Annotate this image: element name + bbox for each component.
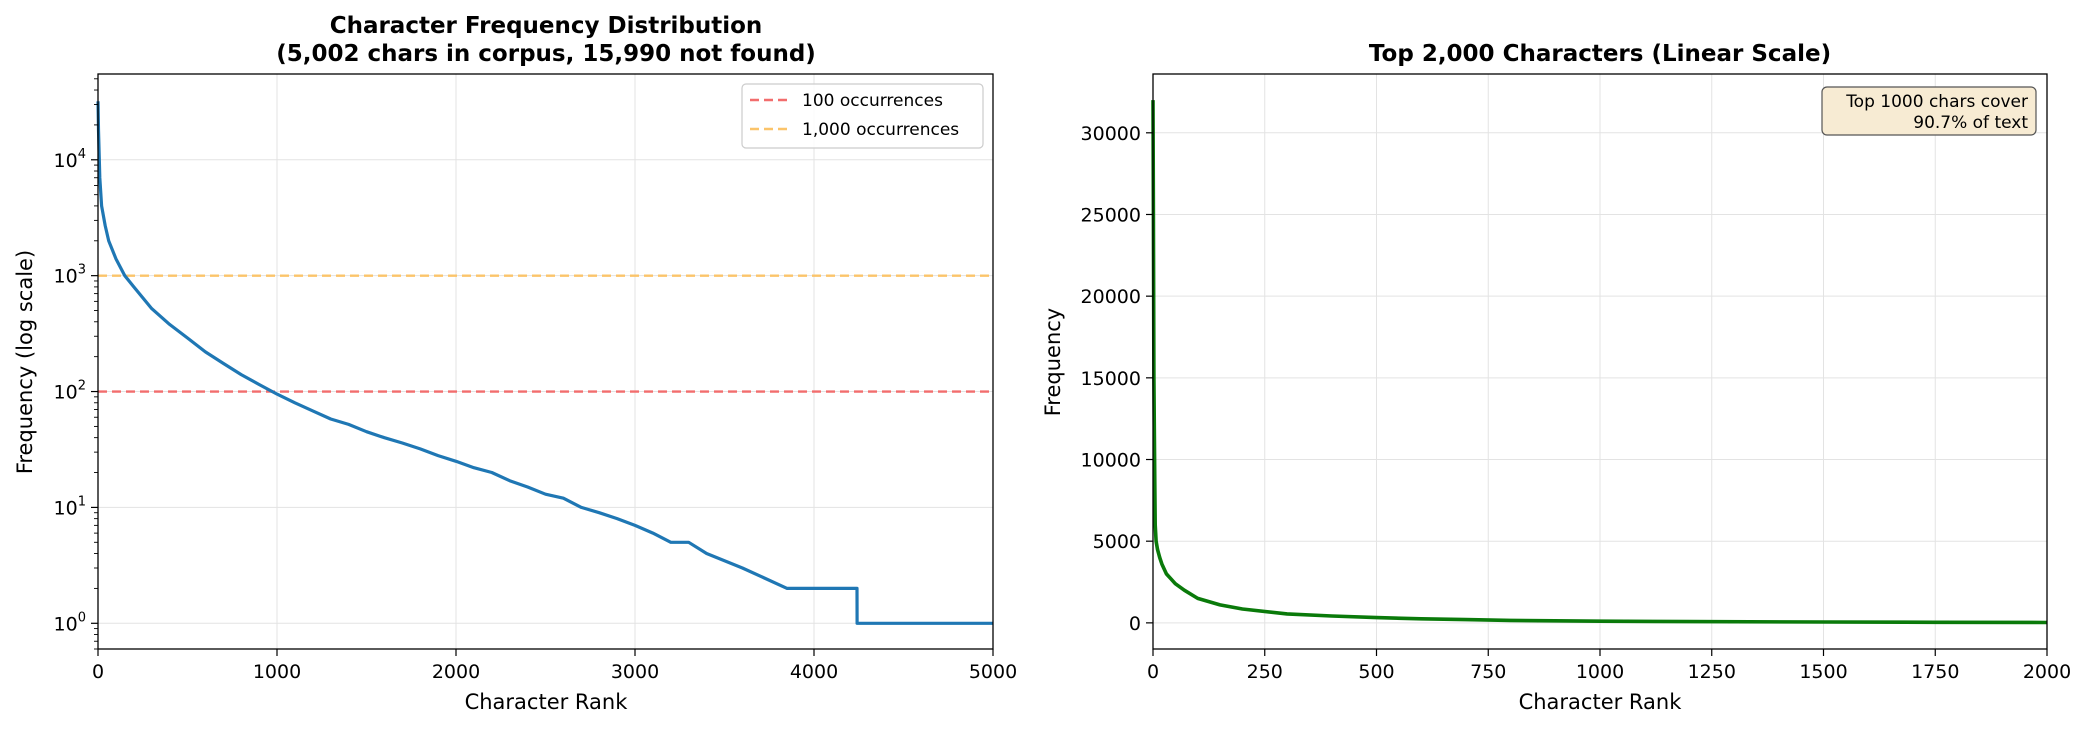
- right-y-tick-label: 30000: [1081, 123, 1141, 145]
- right-y-ticks: 0 5000 10000 15000 20000 25000 30000: [1081, 123, 1153, 635]
- right-series: [1151, 100, 2048, 625]
- right-y-tick-label: 5000: [1093, 531, 1141, 553]
- right-x-tick-label: 250: [1247, 661, 1283, 683]
- right-x-tick-label: 500: [1358, 661, 1394, 683]
- right-x-tick-label: 1750: [1911, 661, 1959, 683]
- left-chart-panel: Character Frequency Distribution (5,002 …: [13, 13, 1017, 714]
- annotation-line-2: 90.7% of text: [1913, 113, 2028, 133]
- right-x-tick-label: 1000: [1576, 661, 1624, 683]
- left-y-tick-label: 101: [54, 494, 86, 519]
- left-y-tick-label: 104: [54, 147, 86, 172]
- left-y-tick-label: 103: [54, 263, 86, 288]
- left-reference-lines: [98, 274, 993, 393]
- right-x-axis-label: Character Rank: [1519, 690, 1683, 714]
- left-y-axis-label: Frequency (log scale): [13, 250, 37, 474]
- legend-box: [741, 83, 984, 149]
- left-x-tick-label: 5000: [969, 661, 1017, 683]
- right-y-tick-label: 20000: [1081, 286, 1141, 308]
- right-x-tick-label: 1500: [1799, 661, 1847, 683]
- right-y-tick-label: 15000: [1081, 368, 1141, 390]
- left-x-tick-label: 4000: [790, 661, 838, 683]
- right-y-tick-label: 25000: [1081, 204, 1141, 226]
- left-x-tick-label: 2000: [432, 661, 480, 683]
- left-chart-title-line1: Character Frequency Distribution: [330, 13, 763, 39]
- left-x-tick-label: 3000: [611, 661, 659, 683]
- right-y-tick-label: 0: [1129, 613, 1141, 635]
- annotation-line-1: Top 1000 chars cover: [1845, 92, 2028, 112]
- left-x-tick-label: 1000: [253, 661, 301, 683]
- left-series-line: [96, 101, 993, 625]
- left-y-tick-label: 102: [54, 379, 86, 404]
- legend: 100 occurrences 1,000 occurrences: [741, 83, 984, 149]
- left-x-axis-label: Character Rank: [465, 690, 629, 714]
- left-series: [96, 101, 993, 625]
- right-x-tick-label: 2000: [2023, 661, 2071, 683]
- left-grid: [97, 74, 994, 649]
- left-x-tick-label: 0: [92, 661, 104, 683]
- legend-label-1000: 1,000 occurrences: [802, 120, 959, 140]
- left-chart-title-line2: (5,002 chars in corpus, 15,990 not found…: [276, 41, 816, 67]
- left-x-ticks: 0 1000 2000 3000 4000 5000: [92, 649, 1017, 683]
- right-series-line: [1151, 100, 2048, 625]
- annotation-box: [1821, 86, 2037, 136]
- left-y-ticks: 100 101 102 103 104: [54, 78, 98, 650]
- right-y-axis-label: Frequency: [1041, 308, 1065, 417]
- right-chart-title: Top 2,000 Characters (Linear Scale): [1369, 41, 1831, 67]
- left-plot-frame: [97, 73, 994, 650]
- coverage-annotation: Top 1000 chars cover 90.7% of text: [1821, 86, 2037, 136]
- right-x-tick-label: 1250: [1688, 661, 1736, 683]
- right-y-tick-label: 10000: [1081, 450, 1141, 472]
- left-y-tick-label: 100: [54, 610, 86, 635]
- right-x-tick-label: 750: [1470, 661, 1506, 683]
- right-chart-panel: Top 2,000 Characters (Linear Scale) 0 250…: [1041, 41, 2071, 714]
- legend-label-100: 100 occurrences: [802, 91, 943, 111]
- right-x-tick-label: 0: [1147, 661, 1159, 683]
- right-x-ticks: 0 250 500 750 1000 1250 1500 1750 2000: [1147, 649, 2071, 683]
